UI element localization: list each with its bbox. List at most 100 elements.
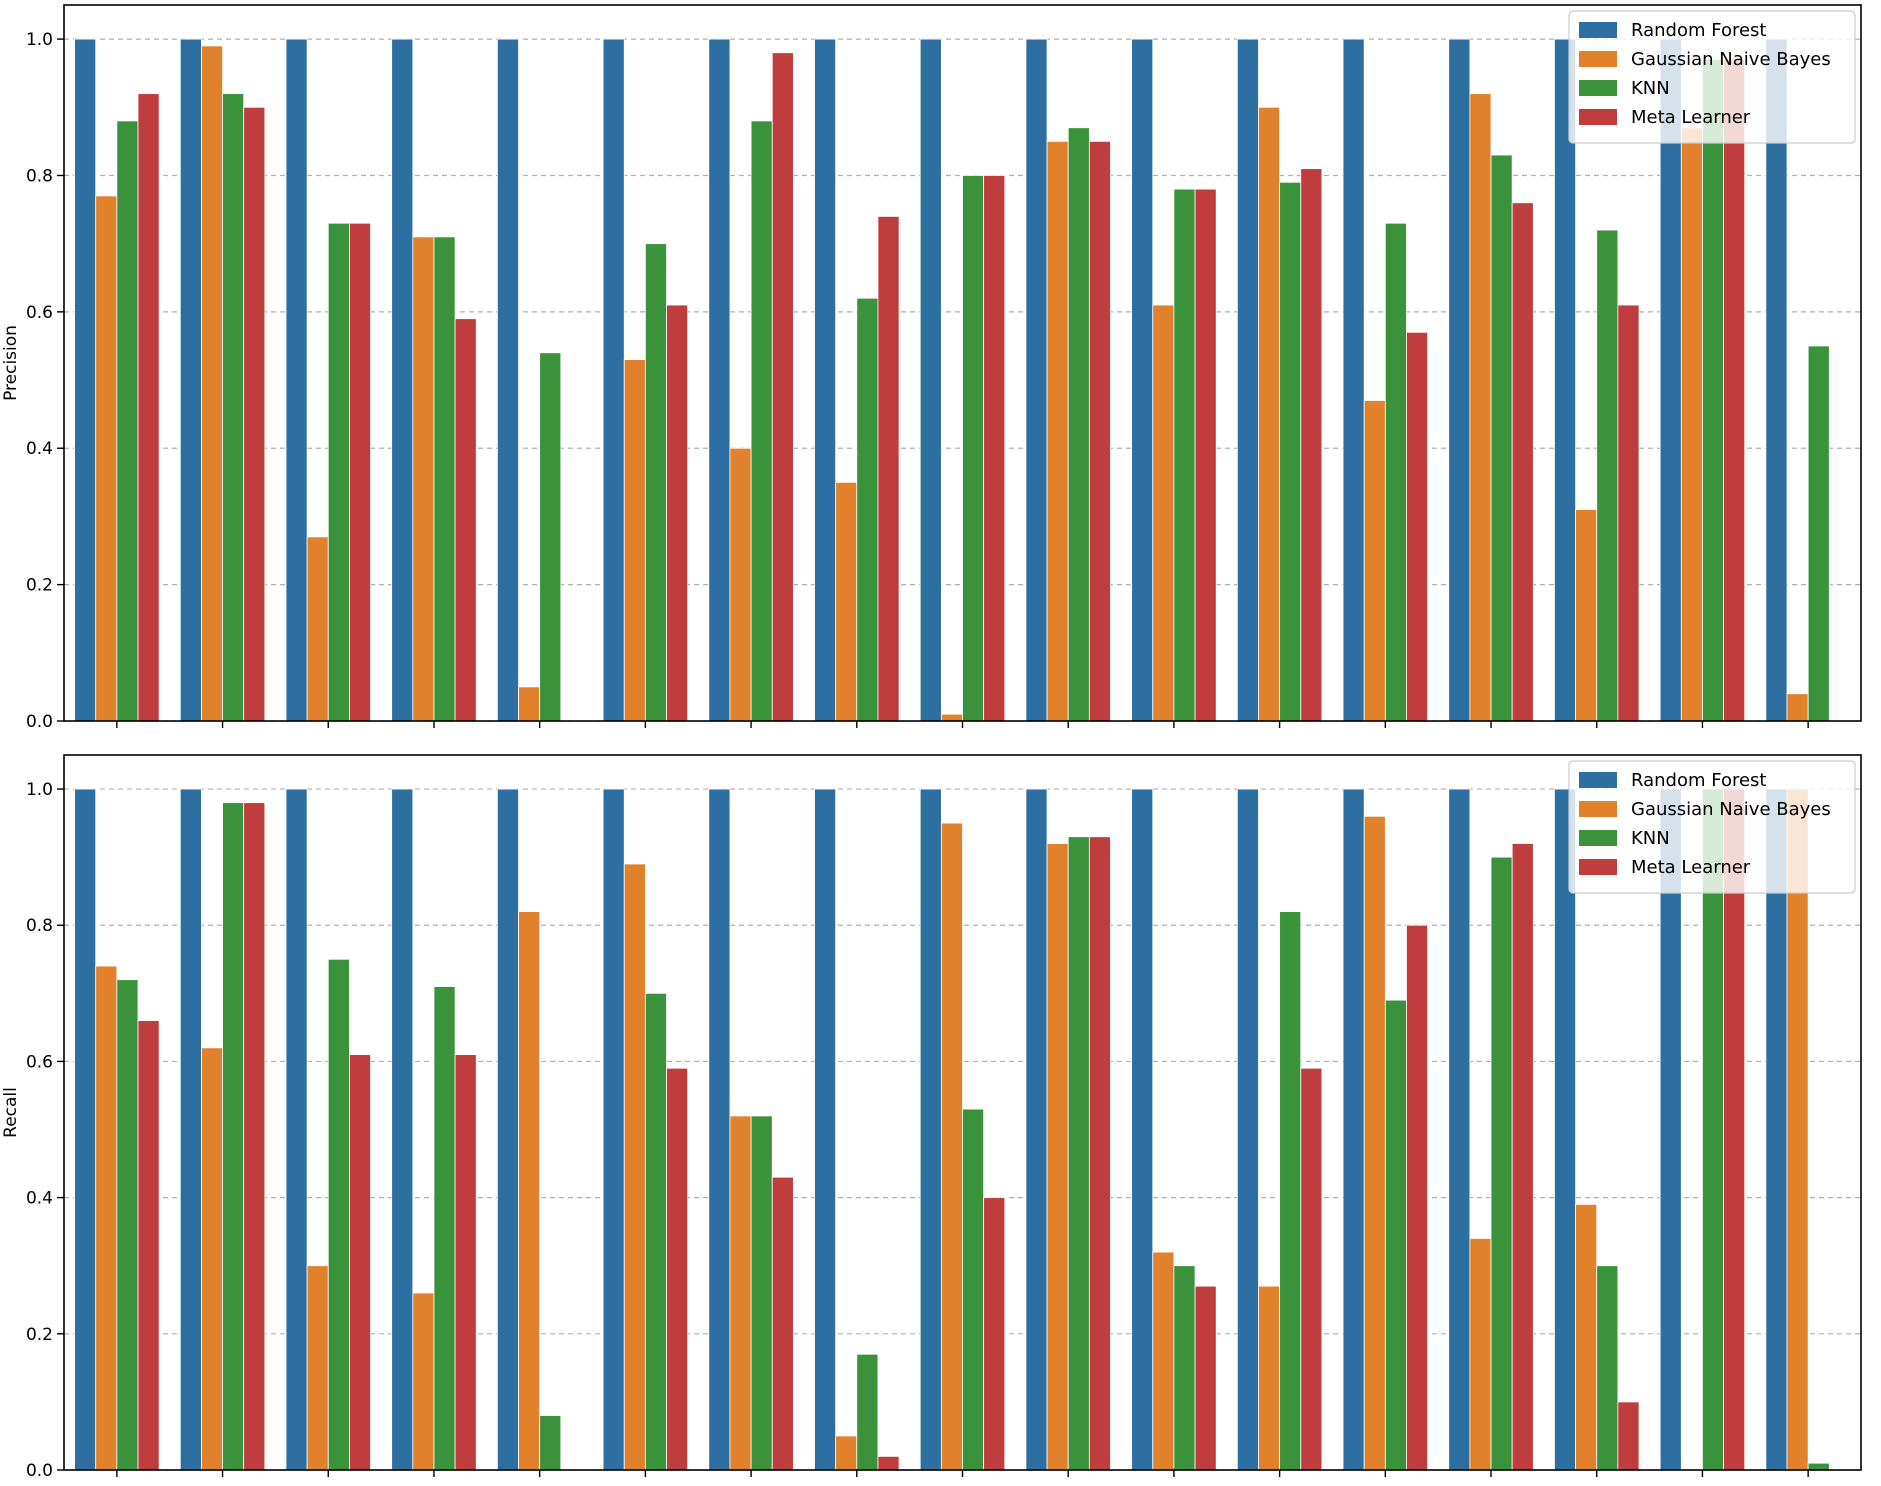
bar — [708, 788, 731, 1471]
y-tick-label: 0.2 — [26, 1325, 53, 1345]
bar — [1046, 843, 1069, 1471]
bar — [644, 243, 667, 722]
bar — [1384, 999, 1407, 1471]
series-gaussian-naive-bayes — [95, 45, 1809, 722]
bar — [1469, 93, 1492, 722]
bar — [1194, 1285, 1217, 1471]
legend-label: Random Forest — [1631, 20, 1766, 41]
series-knn — [116, 59, 1830, 722]
bar — [940, 822, 963, 1471]
y-tick-label: 0.8 — [26, 916, 53, 936]
bar — [454, 1054, 477, 1471]
bar — [496, 788, 519, 1471]
bar — [201, 1047, 223, 1471]
bar — [708, 38, 731, 722]
bar — [602, 788, 625, 1471]
bar — [412, 236, 435, 722]
bar — [623, 359, 646, 722]
legend-label: Meta Learner — [1631, 857, 1751, 878]
y-tick-label: 1.0 — [26, 30, 53, 50]
bar — [1173, 188, 1196, 722]
bar — [95, 965, 118, 1471]
bar — [243, 106, 266, 722]
bar — [1363, 400, 1386, 722]
bar — [962, 1108, 985, 1471]
bar — [814, 38, 837, 722]
bar — [666, 1067, 689, 1471]
bar — [1511, 202, 1534, 722]
bar — [1406, 924, 1429, 1471]
bar — [1786, 693, 1809, 722]
bar — [1617, 304, 1640, 722]
bar — [983, 175, 1006, 722]
y-tick-label: 0.8 — [26, 166, 53, 186]
legend-swatch — [1579, 859, 1617, 875]
legend-swatch — [1579, 80, 1617, 96]
bar — [835, 1435, 858, 1471]
bar — [814, 788, 837, 1471]
bar — [518, 911, 541, 1471]
legend-box — [1568, 760, 1856, 894]
bar — [1575, 509, 1598, 722]
bar — [1490, 154, 1513, 722]
bar — [349, 222, 371, 722]
bar — [539, 352, 562, 722]
bar — [602, 38, 625, 722]
bar — [1236, 38, 1259, 722]
legend-label: Random Forest — [1631, 770, 1766, 791]
bar — [285, 38, 308, 722]
legend-label: Gaussian Naive Bayes — [1631, 799, 1831, 820]
legend-label: KNN — [1631, 78, 1670, 99]
bar — [539, 1415, 562, 1471]
y-tick-label: 0.6 — [26, 1052, 53, 1072]
legend-label: Gaussian Naive Bayes — [1631, 49, 1831, 70]
legend: Random Forest Gaussian Naive Bayes KNN Meta… — [1568, 760, 1856, 894]
bar — [729, 447, 752, 722]
y-tick-label: 0.4 — [26, 439, 53, 459]
bar — [1173, 1265, 1196, 1471]
bar — [1448, 38, 1471, 722]
bar — [306, 1265, 329, 1471]
bar — [391, 788, 414, 1471]
bar — [1088, 836, 1111, 1471]
bar — [750, 120, 773, 722]
bar — [1152, 1251, 1175, 1471]
bar — [856, 297, 879, 722]
bar — [222, 93, 245, 722]
y-tick-label: 0.4 — [26, 1189, 53, 1209]
bar — [919, 38, 942, 722]
bar — [1342, 38, 1365, 722]
chart-panel-2: 0.0 0.2 0.4 0.6 0.8 1.0 Recall Random Forest Gau… — [1, 754, 1862, 1481]
bar — [1067, 836, 1090, 1471]
bar — [1617, 1401, 1640, 1471]
y-tick-label: 0.0 — [26, 712, 53, 732]
bar — [327, 222, 350, 722]
bar — [1511, 843, 1534, 1471]
legend-label: KNN — [1631, 828, 1670, 849]
bar — [1067, 127, 1090, 722]
bar — [919, 788, 942, 1471]
legend-box — [1568, 10, 1856, 144]
series-gaussian-naive-bayes — [95, 788, 1809, 1471]
bar — [349, 1054, 371, 1471]
bar — [1490, 856, 1513, 1471]
bar — [1025, 788, 1048, 1471]
bar — [412, 1292, 435, 1471]
y-tick-label: 0.0 — [26, 1461, 53, 1481]
bar — [1088, 140, 1111, 722]
y-tick-label: 0.2 — [26, 576, 53, 596]
bar — [1152, 304, 1175, 722]
series-meta-learner — [137, 52, 1746, 722]
bar — [285, 788, 308, 1471]
bar — [1194, 188, 1217, 722]
legend-swatch — [1579, 22, 1617, 38]
bar — [1131, 788, 1154, 1471]
bar — [1258, 1285, 1281, 1471]
bar — [201, 45, 223, 722]
bar — [940, 713, 963, 722]
bar — [623, 863, 646, 1471]
bar — [835, 481, 858, 722]
bar — [243, 802, 266, 1471]
bar — [518, 686, 541, 722]
bar — [771, 52, 794, 722]
